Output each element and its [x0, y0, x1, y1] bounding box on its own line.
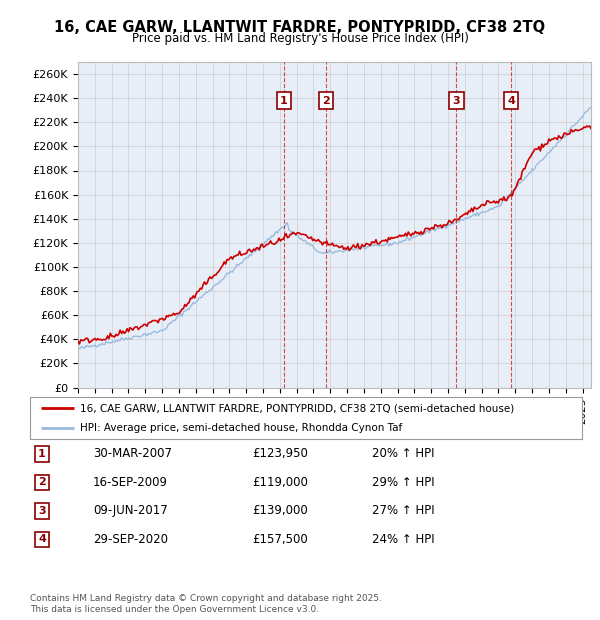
Text: Price paid vs. HM Land Registry's House Price Index (HPI): Price paid vs. HM Land Registry's House …	[131, 32, 469, 45]
Text: 1: 1	[38, 449, 46, 459]
Text: 20% ↑ HPI: 20% ↑ HPI	[372, 448, 434, 460]
Text: £119,000: £119,000	[252, 476, 308, 489]
Text: 29% ↑ HPI: 29% ↑ HPI	[372, 476, 434, 489]
Text: 3: 3	[452, 95, 460, 105]
Text: 4: 4	[38, 534, 46, 544]
Text: This data is licensed under the Open Government Licence v3.0.: This data is licensed under the Open Gov…	[30, 604, 319, 614]
Text: 27% ↑ HPI: 27% ↑ HPI	[372, 505, 434, 517]
Text: Contains HM Land Registry data © Crown copyright and database right 2025.: Contains HM Land Registry data © Crown c…	[30, 593, 382, 603]
Text: 09-JUN-2017: 09-JUN-2017	[93, 505, 168, 517]
Text: 2: 2	[38, 477, 46, 487]
Text: 1: 1	[280, 95, 288, 105]
Text: 2: 2	[322, 95, 330, 105]
Text: 4: 4	[507, 95, 515, 105]
Text: £139,000: £139,000	[252, 505, 308, 517]
Text: 29-SEP-2020: 29-SEP-2020	[93, 533, 168, 546]
Text: £157,500: £157,500	[252, 533, 308, 546]
Text: £123,950: £123,950	[252, 448, 308, 460]
Text: 3: 3	[38, 506, 46, 516]
Text: 24% ↑ HPI: 24% ↑ HPI	[372, 533, 434, 546]
Text: 30-MAR-2007: 30-MAR-2007	[93, 448, 172, 460]
Text: 16-SEP-2009: 16-SEP-2009	[93, 476, 168, 489]
Text: 16, CAE GARW, LLANTWIT FARDRE, PONTYPRIDD, CF38 2TQ (semi-detached house): 16, CAE GARW, LLANTWIT FARDRE, PONTYPRID…	[80, 403, 514, 413]
Text: HPI: Average price, semi-detached house, Rhondda Cynon Taf: HPI: Average price, semi-detached house,…	[80, 423, 402, 433]
Text: 16, CAE GARW, LLANTWIT FARDRE, PONTYPRIDD, CF38 2TQ: 16, CAE GARW, LLANTWIT FARDRE, PONTYPRID…	[55, 20, 545, 35]
